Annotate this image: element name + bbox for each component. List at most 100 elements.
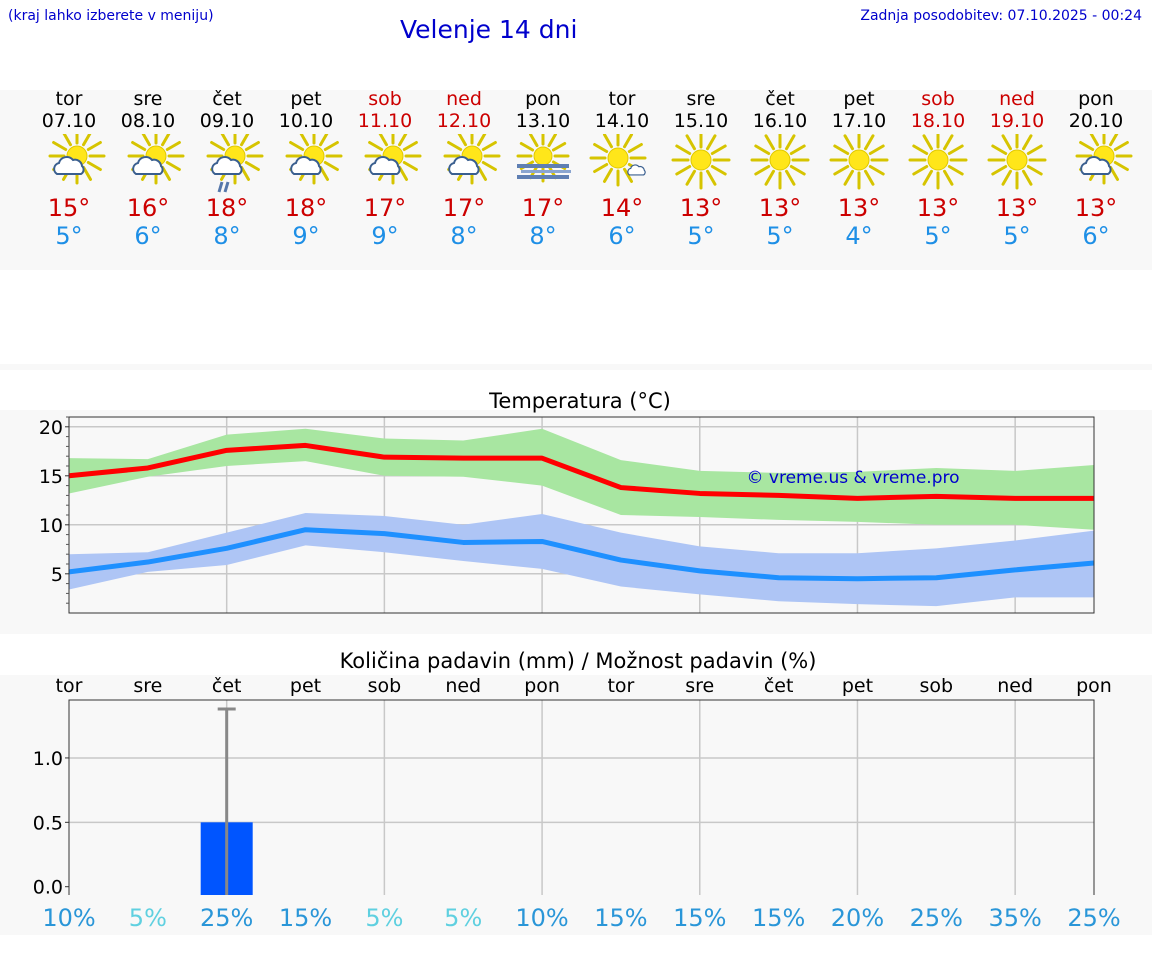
day-name: sre xyxy=(686,88,716,110)
partly-cloudy-icon xyxy=(345,127,425,194)
day-name: sre xyxy=(133,88,163,110)
temperature-chart-title: Temperatura (°C) xyxy=(488,389,671,413)
location-hint[interactable]: (kraj lahko izberete v meniju) xyxy=(8,8,214,24)
temp-min: 5° xyxy=(1003,222,1031,250)
precip-day-label: čet xyxy=(212,675,242,697)
precip-probability: 5% xyxy=(444,904,483,932)
temp-min: 5° xyxy=(766,222,794,250)
precip-day-label: ned xyxy=(997,675,1033,697)
precipitation-chart: Količina padavin (mm) / Možnost padavin … xyxy=(33,649,1112,895)
precip-day-label: pet xyxy=(842,675,873,697)
precip-probability: 15% xyxy=(278,904,333,932)
day-date: 07.10 xyxy=(41,110,97,132)
max-temperature-line xyxy=(68,442,1094,501)
day-date: 18.10 xyxy=(910,110,966,132)
partly-cloudy-icon xyxy=(266,127,346,194)
temp-min: 5° xyxy=(687,222,715,250)
day-date: 17.10 xyxy=(831,110,887,132)
day-column: pet 17.10 13° 4° xyxy=(819,88,899,250)
precip-day-label: pon xyxy=(1076,675,1112,697)
temperature-chart: Temperatura (°C) 5 10 15 20 © vreme.us & vre… xyxy=(39,389,1095,614)
day-name: ned xyxy=(446,88,482,110)
day-column: tor 07.10 15° 5° xyxy=(29,88,109,250)
y-tick-label: 10 xyxy=(39,515,63,537)
partly-cloudy-icon xyxy=(29,127,109,194)
precip-probability: 20% xyxy=(830,904,885,932)
temp-max: 17° xyxy=(521,194,565,222)
precip-probability: 15% xyxy=(751,904,806,932)
day-column: tor 14.10 14° 6° xyxy=(582,88,662,250)
sun-icon xyxy=(898,130,978,194)
precip-day-label: čet xyxy=(764,675,794,697)
day-date: 15.10 xyxy=(673,110,729,132)
y-tick-label: 0.5 xyxy=(33,812,63,834)
temp-max: 16° xyxy=(126,194,170,222)
temp-min: 9° xyxy=(371,222,399,250)
last-updated: Zadnja posodobitev: 07.10.2025 - 00:24 xyxy=(860,8,1142,24)
precip-day-label: sre xyxy=(133,675,162,697)
temp-min: 5° xyxy=(924,222,952,250)
divider xyxy=(0,364,1152,370)
temp-min: 6° xyxy=(608,222,636,250)
day-column: ned 12.10 17° 8° xyxy=(424,88,504,250)
day-column: pet 10.10 18° 9° xyxy=(266,88,346,250)
day-name: pet xyxy=(843,88,875,110)
temp-max: 14° xyxy=(600,194,644,222)
temp-max: 15° xyxy=(47,194,91,222)
day-name: pet xyxy=(290,88,322,110)
precip-day-label: sre xyxy=(685,675,714,697)
temp-max: 13° xyxy=(916,194,960,222)
precip-day-label: pon xyxy=(524,675,560,697)
day-column: ned 19.10 13° 5° xyxy=(977,88,1057,250)
day-name: sob xyxy=(921,88,955,110)
day-name: pon xyxy=(525,88,561,110)
precip-day-label: tor xyxy=(607,675,634,697)
day-name: čet xyxy=(212,88,242,110)
temp-max: 13° xyxy=(995,194,1039,222)
day-date: 12.10 xyxy=(436,110,492,132)
page-title: Velenje 14 dni xyxy=(400,15,578,44)
precipitation-chart-title: Količina padavin (mm) / Možnost padavin … xyxy=(340,649,817,673)
temp-max: 13° xyxy=(1074,194,1118,222)
day-date: 20.10 xyxy=(1068,110,1124,132)
precip-day-label: pet xyxy=(290,675,321,697)
max-range-band xyxy=(69,428,1094,530)
partly-cloudy-icon xyxy=(1056,127,1136,194)
day-date: 13.10 xyxy=(515,110,571,132)
precip-probability: 15% xyxy=(594,904,648,932)
y-tick-label: 15 xyxy=(39,466,63,488)
temp-min: 6° xyxy=(134,222,162,250)
temp-max: 13° xyxy=(758,194,802,222)
day-date: 16.10 xyxy=(752,110,808,132)
precip-probability: 5% xyxy=(365,904,404,932)
precip-probability: 15% xyxy=(673,904,727,932)
precip-day-label: ned xyxy=(445,675,481,697)
day-date: 10.10 xyxy=(278,110,334,132)
temp-min: 9° xyxy=(292,222,320,250)
precip-day-label: sob xyxy=(368,675,402,697)
day-date: 11.10 xyxy=(357,110,413,132)
temp-min: 4° xyxy=(845,222,873,250)
plot-frame xyxy=(68,699,1095,895)
partly-cloudy-icon xyxy=(108,127,188,194)
temp-max: 13° xyxy=(679,194,723,222)
min-range-band xyxy=(69,513,1094,607)
day-name: čet xyxy=(765,88,795,110)
sun-icon xyxy=(661,130,741,194)
temp-min: 8° xyxy=(529,222,557,250)
day-column: sob 11.10 17° 9° xyxy=(345,88,425,250)
precip-probability: 10% xyxy=(42,904,96,932)
day-name: ned xyxy=(999,88,1035,110)
day-name: sob xyxy=(368,88,402,110)
y-tick-label: 5 xyxy=(51,564,63,586)
sun-icon xyxy=(819,130,899,194)
day-column: čet 16.10 13° 5° xyxy=(740,88,820,250)
day-date: 19.10 xyxy=(989,110,1045,132)
precip-probability: 35% xyxy=(988,904,1042,932)
watermark: © vreme.us & vreme.pro xyxy=(746,468,959,488)
y-tick-label: 20 xyxy=(39,417,63,439)
temp-max: 17° xyxy=(442,194,486,222)
day-date: 08.10 xyxy=(120,110,176,132)
day-column: sob 18.10 13° 5° xyxy=(898,88,978,250)
precip-probability: 25% xyxy=(200,904,254,932)
